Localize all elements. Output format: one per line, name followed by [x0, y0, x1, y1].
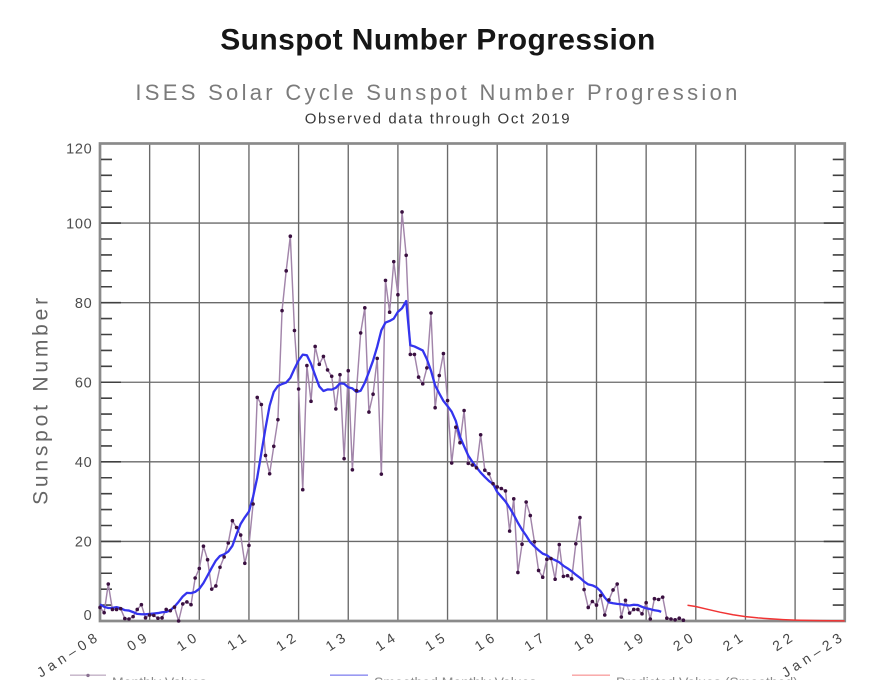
svg-text:ISES Solar Cycle Sunspot Numbe: ISES Solar Cycle Sunspot Number Progress… [135, 80, 740, 105]
svg-text:Observed data through Oct 2019: Observed data through Oct 2019 [305, 111, 571, 128]
svg-text:Predicted Values (Smoothed): Predicted Values (Smoothed) [616, 674, 798, 680]
svg-text:60: 60 [75, 376, 92, 392]
svg-text:Sunspot Number Progression: Sunspot Number Progression [220, 24, 655, 57]
svg-text:Sunspot Number: Sunspot Number [30, 294, 53, 505]
svg-text:120: 120 [66, 141, 92, 157]
svg-text:20: 20 [75, 535, 92, 551]
svg-text:40: 40 [75, 455, 92, 471]
svg-text:0: 0 [84, 608, 93, 624]
svg-text:100: 100 [66, 216, 92, 232]
svg-text:Smoothed Monthly Values: Smoothed Monthly Values [374, 674, 536, 680]
svg-text:80: 80 [75, 296, 92, 312]
svg-text:Monthly Values: Monthly Values [112, 674, 207, 680]
